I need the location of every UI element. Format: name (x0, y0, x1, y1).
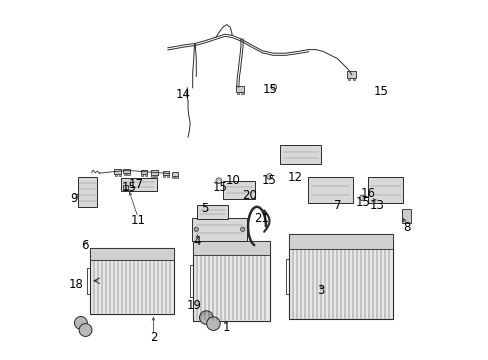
Bar (121, 178, 157, 192)
Circle shape (216, 178, 221, 184)
Text: 16: 16 (360, 187, 374, 200)
Bar (151, 175, 153, 177)
Bar (175, 176, 177, 178)
Bar (236, 91, 239, 94)
Bar (172, 172, 177, 176)
Text: 2: 2 (149, 332, 157, 345)
Bar (197, 205, 227, 219)
Text: 15: 15 (373, 85, 387, 98)
Circle shape (270, 84, 276, 90)
Text: 1: 1 (222, 321, 229, 334)
Circle shape (206, 317, 220, 330)
Bar (288, 234, 392, 249)
Text: 3: 3 (317, 284, 325, 297)
Bar (90, 248, 174, 314)
Bar (163, 171, 168, 175)
Text: 15: 15 (262, 84, 277, 96)
Text: 8: 8 (403, 221, 410, 234)
Bar (151, 170, 157, 175)
Text: 10: 10 (225, 174, 240, 187)
Text: 11: 11 (130, 213, 145, 226)
Circle shape (359, 195, 365, 201)
Bar (407, 221, 408, 223)
Bar (90, 248, 174, 260)
Circle shape (74, 316, 87, 329)
Bar (192, 241, 269, 255)
Circle shape (240, 227, 244, 231)
Circle shape (194, 227, 198, 231)
Bar (144, 174, 146, 176)
Bar (288, 234, 392, 319)
Bar (118, 174, 121, 176)
Bar (126, 189, 128, 191)
Circle shape (199, 311, 213, 324)
Text: 15: 15 (212, 181, 227, 194)
Bar (401, 208, 410, 223)
Bar (401, 210, 409, 221)
Text: 20: 20 (242, 189, 257, 202)
Bar (127, 173, 129, 175)
Bar (123, 169, 130, 173)
Bar (78, 177, 97, 207)
Text: 9: 9 (70, 192, 77, 205)
Text: 17: 17 (129, 178, 144, 191)
Bar (402, 221, 404, 223)
Bar (155, 175, 157, 177)
Bar (163, 175, 165, 177)
Bar (141, 174, 142, 176)
Bar (172, 176, 174, 178)
Bar (352, 78, 355, 80)
Bar (140, 170, 147, 174)
Bar (191, 217, 246, 241)
Bar (346, 71, 355, 78)
Circle shape (79, 324, 92, 337)
Text: 7: 7 (333, 198, 341, 212)
Text: 13: 13 (369, 199, 384, 212)
Text: 15: 15 (261, 174, 276, 187)
Bar (236, 86, 244, 91)
Text: 4: 4 (193, 235, 201, 248)
Bar (347, 78, 349, 80)
Bar (123, 173, 125, 175)
Bar (122, 185, 128, 189)
Text: 18: 18 (68, 278, 83, 291)
Bar (166, 175, 168, 177)
Text: 12: 12 (287, 171, 302, 184)
Circle shape (266, 174, 272, 179)
Bar (192, 241, 269, 321)
Text: 14: 14 (175, 89, 190, 102)
Text: 5: 5 (201, 202, 208, 215)
Bar (122, 189, 124, 191)
Bar (241, 91, 243, 94)
Bar (114, 169, 121, 174)
Text: 15: 15 (355, 195, 370, 209)
Bar (280, 145, 321, 164)
Text: 15: 15 (122, 181, 137, 194)
Text: 21: 21 (254, 212, 268, 225)
Bar (367, 177, 403, 203)
Text: 6: 6 (81, 239, 88, 252)
Bar (223, 181, 255, 199)
Bar (115, 174, 117, 176)
Bar (307, 177, 352, 203)
Text: 19: 19 (186, 299, 201, 312)
